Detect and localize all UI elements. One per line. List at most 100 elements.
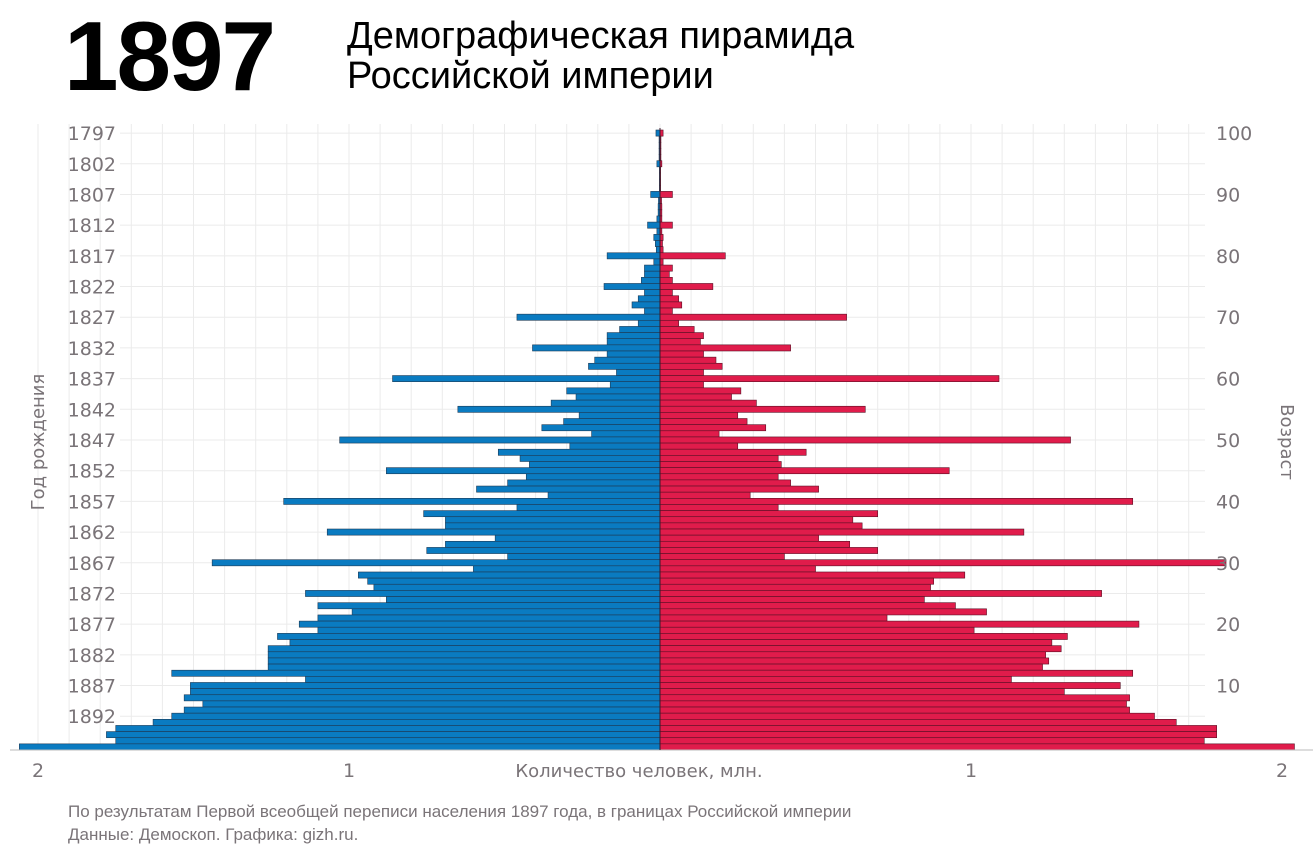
female-bar — [659, 461, 782, 468]
female-bar — [659, 473, 779, 481]
female-bar — [659, 356, 717, 364]
female-bar — [659, 350, 704, 358]
male-bar — [644, 264, 661, 272]
female-bar — [659, 534, 819, 542]
birth-year-tick-label: 1797 — [68, 123, 116, 145]
male-bar — [317, 626, 661, 634]
female-bar — [659, 571, 966, 579]
female-bar — [659, 719, 1177, 726]
male-bar — [641, 277, 661, 284]
male-bars — [19, 129, 661, 751]
x-tick-label: 1 — [343, 760, 355, 782]
male-bar — [190, 682, 661, 689]
birth-year-tick-label: 1837 — [68, 369, 116, 391]
male-bar — [603, 283, 661, 290]
age-tick-label: 40 — [1216, 491, 1240, 513]
birth-year-tick-label: 1887 — [68, 676, 116, 698]
male-bar — [547, 491, 661, 499]
male-bar — [566, 387, 661, 395]
female-bar — [659, 540, 851, 548]
male-bar — [637, 319, 661, 327]
female-bar — [659, 252, 726, 260]
birth-year-tick-label: 1802 — [68, 154, 116, 176]
chart-title-line2: Российской империи — [347, 55, 714, 97]
x-tick-label: 2 — [32, 760, 44, 782]
footer-source-note: По результатам Первой всеобщей переписи … — [68, 802, 852, 821]
female-bar — [659, 731, 1217, 739]
age-tick-label: 50 — [1216, 430, 1240, 452]
female-bar — [659, 694, 1130, 702]
female-bar — [659, 614, 888, 622]
male-bar — [507, 479, 661, 487]
population-pyramid-chart: 1797180218071812181718221827183218371842… — [10, 123, 1313, 782]
female-bar — [659, 412, 739, 419]
male-bar — [532, 344, 661, 352]
male-bar — [637, 295, 661, 303]
age-tick-label: 10 — [1216, 676, 1240, 698]
male-bar — [653, 234, 661, 241]
age-tick-label: 90 — [1216, 184, 1240, 206]
female-bar — [659, 436, 1071, 444]
female-bar — [659, 283, 714, 290]
male-bar — [529, 461, 661, 468]
birth-year-tick-label: 1862 — [68, 522, 116, 544]
male-bar — [644, 307, 661, 315]
female-bar — [659, 301, 683, 309]
male-bar — [653, 258, 661, 266]
male-bar — [507, 553, 661, 561]
male-bar — [305, 590, 661, 597]
female-bar — [659, 559, 1227, 567]
female-bar — [659, 596, 925, 603]
male-bar — [578, 412, 661, 419]
male-bar — [152, 719, 661, 726]
male-bar — [516, 504, 661, 511]
female-bar — [659, 307, 673, 315]
female-bar — [659, 737, 1205, 745]
birth-year-tick-label: 1847 — [68, 430, 116, 452]
age-ticks: 100 90 80 70 60 50 40 30 20 10 — [1216, 123, 1252, 697]
female-bar — [659, 682, 1121, 689]
male-bar — [588, 362, 661, 370]
female-bar — [659, 264, 673, 272]
male-bar — [541, 424, 661, 432]
male-bar — [426, 547, 661, 554]
male-bar — [457, 405, 661, 413]
male-bar — [367, 577, 661, 585]
x-axis-label: Количество человек, млн. — [515, 761, 762, 782]
male-bar — [423, 510, 661, 518]
male-bar — [317, 614, 661, 622]
birth-year-tick-label: 1817 — [68, 246, 116, 268]
male-bar — [171, 669, 661, 677]
male-bar — [473, 565, 661, 573]
x-tick-label: 2 — [1276, 760, 1288, 782]
male-bar — [594, 356, 661, 364]
female-bar — [659, 430, 720, 438]
female-bar — [659, 553, 785, 561]
age-tick-label: 100 — [1216, 123, 1252, 145]
male-bar — [516, 313, 661, 321]
male-bar — [569, 442, 661, 450]
male-bar — [631, 301, 661, 309]
chart-title-line1: Демографическая пирамида — [347, 15, 855, 57]
female-bar — [659, 289, 673, 297]
female-bar — [659, 583, 931, 591]
female-bars — [659, 129, 1295, 751]
male-bar — [183, 706, 661, 714]
birth-year-tick-label: 1852 — [68, 461, 116, 483]
male-bar — [609, 381, 661, 389]
female-bar — [659, 191, 673, 198]
male-bar — [619, 326, 661, 333]
birth-year-ticks: 1797 1802 1807 1812 1817 1822 1827 1832 1837 1842… — [68, 123, 116, 728]
female-bar — [659, 344, 791, 352]
male-bar — [339, 436, 661, 444]
female-bar — [659, 393, 732, 401]
male-bar — [202, 700, 661, 708]
male-bar — [267, 651, 661, 659]
female-bar — [659, 516, 854, 524]
female-bar — [659, 491, 751, 499]
female-bar — [659, 319, 679, 327]
female-bar — [659, 326, 695, 333]
male-bar — [550, 399, 661, 407]
y-axis-right-label: Возраст — [1276, 404, 1297, 480]
female-bar — [659, 712, 1155, 720]
